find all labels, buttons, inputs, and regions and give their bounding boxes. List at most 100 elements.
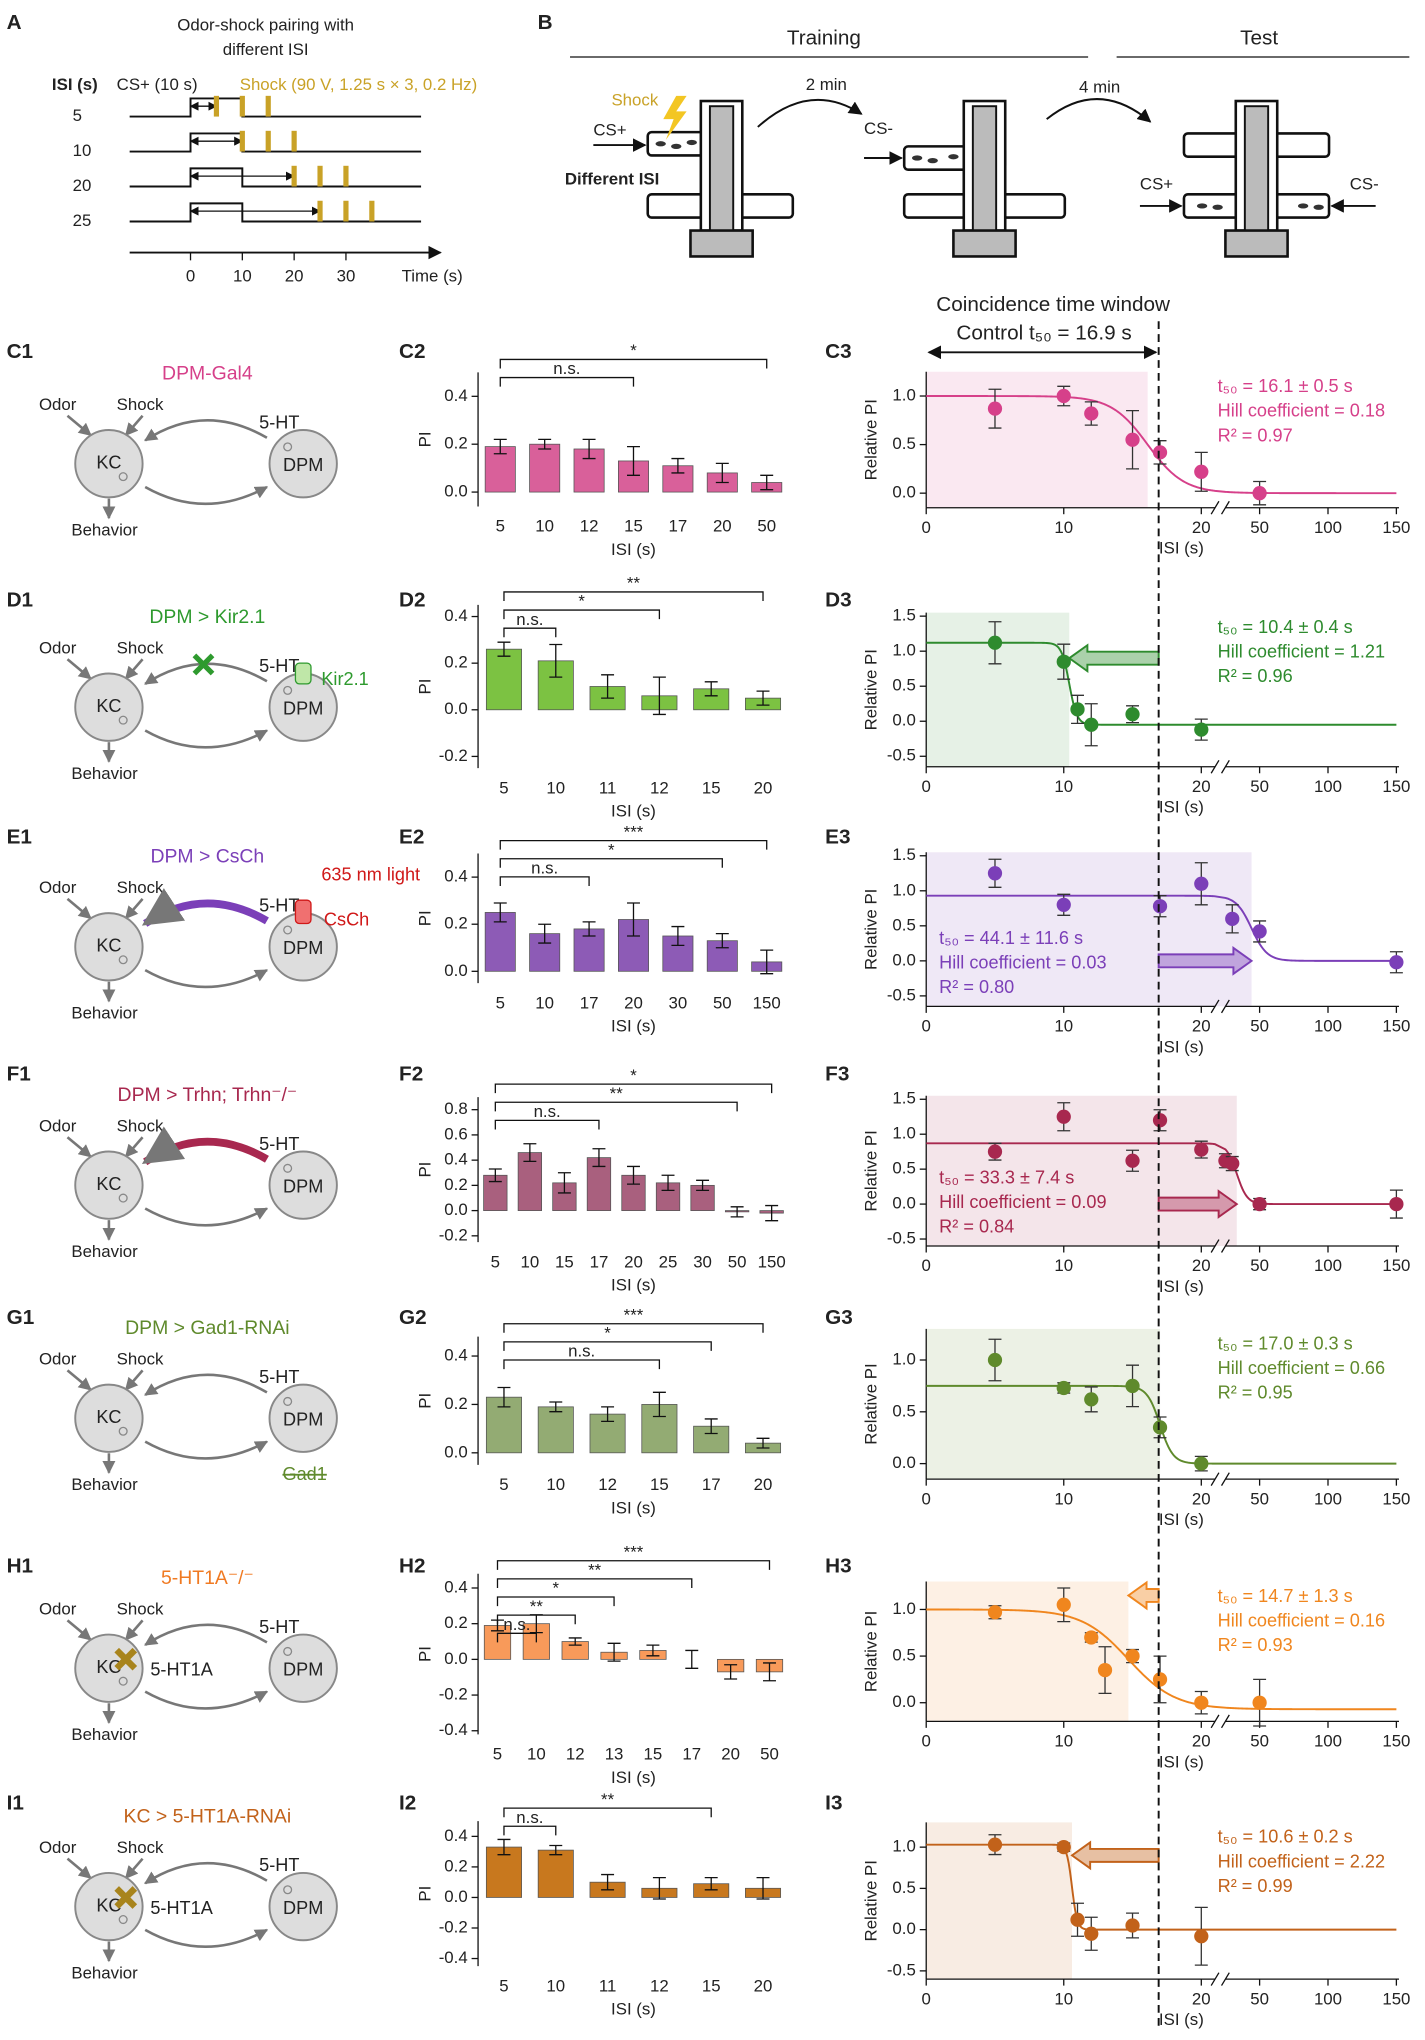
- bracket: [503, 591, 764, 601]
- bracket: [503, 1341, 712, 1351]
- y-tick-label: 1.5: [892, 606, 915, 625]
- transfer-arrow: [1046, 98, 1152, 123]
- shock-label: Shock: [117, 395, 164, 414]
- error-bar: [760, 474, 774, 491]
- x-tick-label: 100: [1314, 518, 1342, 537]
- odor-label: Odor: [39, 878, 77, 897]
- fly: [671, 143, 682, 149]
- input-arrow: [66, 658, 92, 680]
- error-bar: [756, 1876, 770, 1900]
- fly: [948, 154, 959, 160]
- significance-label: ***: [624, 1305, 644, 1324]
- tick-label: 20: [285, 267, 304, 286]
- y-tick-label: 0.0: [892, 483, 915, 502]
- shock: [317, 200, 323, 222]
- x-tick-label: 150: [1382, 1017, 1410, 1036]
- error-bar: [601, 674, 615, 699]
- axis-label: Relative PI: [861, 1611, 880, 1692]
- x-tick-label: 150: [753, 993, 781, 1012]
- fit-curve: [926, 641, 1397, 726]
- x-tick-label: 20: [754, 1976, 773, 1995]
- fit-stat: Hill coefficient = 1.21: [1218, 642, 1385, 662]
- x-tick-label: 0: [922, 777, 931, 796]
- point: [1125, 432, 1140, 447]
- isi-label: Different ISI: [565, 169, 659, 188]
- vesicle: [118, 955, 128, 965]
- y-tick-label: 0.5: [892, 1646, 915, 1665]
- kc-dpm-arrow: [144, 729, 269, 749]
- input-arrow: [124, 658, 144, 680]
- axis-label: ISI (s): [611, 1017, 656, 1036]
- kc-cell: [74, 1150, 144, 1220]
- error-bar: [497, 641, 511, 657]
- fit-stat: Hill coefficient = 2.22: [1218, 1851, 1385, 1871]
- channel: [294, 899, 312, 925]
- x-tick-label: 20: [1192, 1256, 1211, 1275]
- panel-label: C3: [825, 340, 851, 363]
- y-tick-label: -0.4: [439, 1948, 468, 1967]
- error-bar: [627, 445, 640, 476]
- kc-cell: [74, 1383, 144, 1453]
- y-tick-label: 0.5: [892, 915, 915, 934]
- error-bar: [730, 1206, 744, 1218]
- fly: [1313, 204, 1324, 210]
- axis-label: PI: [416, 431, 435, 447]
- x-tick-label: 20: [754, 1475, 773, 1494]
- shock-label: Shock: [117, 878, 164, 897]
- y-tick-label: -0.4: [439, 1720, 468, 1739]
- error-bar: [627, 1165, 640, 1185]
- x-tick-label: 10: [546, 778, 565, 797]
- shock: [291, 130, 297, 152]
- significance-label: ***: [624, 1542, 644, 1561]
- x-tick-label: 15: [702, 1976, 721, 1995]
- axis-label: ISI (s): [611, 802, 656, 821]
- isi-value: 20: [73, 176, 92, 195]
- control-label: Control t₅₀ = 16.9 s: [956, 322, 1131, 345]
- point: [1194, 1695, 1209, 1710]
- isi-header: ISI (s): [52, 75, 98, 94]
- panel-label: F3: [825, 1063, 849, 1086]
- significance-label: n.s.: [516, 1808, 543, 1827]
- shift-arrow: [1126, 1580, 1160, 1611]
- x-tick-label: 17: [682, 1745, 701, 1764]
- x-tick-label: 100: [1314, 1989, 1342, 2008]
- x-tick-label: 0: [922, 1017, 931, 1036]
- point: [1084, 406, 1099, 421]
- shock: [343, 200, 349, 222]
- axis-label: PI: [416, 1162, 435, 1178]
- y-tick-label: 0.0: [444, 961, 467, 980]
- x-tick-label: 10: [1054, 1256, 1073, 1275]
- bracket: [496, 1614, 576, 1625]
- y-tick-label: 1.0: [892, 1837, 915, 1856]
- x-tick-label: 5: [493, 1745, 502, 1764]
- axis-label: ISI (s): [1159, 1752, 1204, 1771]
- kc-cell: [74, 1633, 144, 1703]
- x-tick-label: 20: [721, 1745, 740, 1764]
- point: [1194, 1142, 1209, 1157]
- bracket: [503, 627, 557, 638]
- x-tick-label: 30: [669, 993, 688, 1012]
- shock: [213, 95, 220, 117]
- y-tick-label: 1.0: [892, 1124, 915, 1143]
- x-tick-label: 20: [713, 517, 732, 536]
- window-title: Coincidence time window: [936, 293, 1171, 316]
- kc-cell: [74, 1871, 144, 1942]
- dpm-kc-arrow: [141, 888, 269, 927]
- fit-stat: R² = 0.93: [1218, 1635, 1293, 1655]
- bracket: [503, 1323, 764, 1333]
- point: [1070, 702, 1085, 717]
- x-tick-label: 15: [555, 1252, 574, 1271]
- significance-label: n.s.: [531, 859, 558, 878]
- point: [1194, 1456, 1209, 1471]
- shock-label: Shock: [117, 1116, 164, 1135]
- y-tick-label: -0.5: [887, 985, 916, 1004]
- x-tick-label: 10: [546, 1475, 565, 1494]
- x-tick-label: 0: [922, 1489, 931, 1508]
- fly: [686, 139, 697, 146]
- bracket: [503, 1825, 557, 1836]
- kc-dpm-arrow: [144, 968, 269, 989]
- behavior-label: Behavior: [71, 1725, 138, 1744]
- bracket: [503, 1807, 712, 1818]
- error-bar: [704, 1418, 718, 1435]
- kc-cell: [74, 429, 144, 499]
